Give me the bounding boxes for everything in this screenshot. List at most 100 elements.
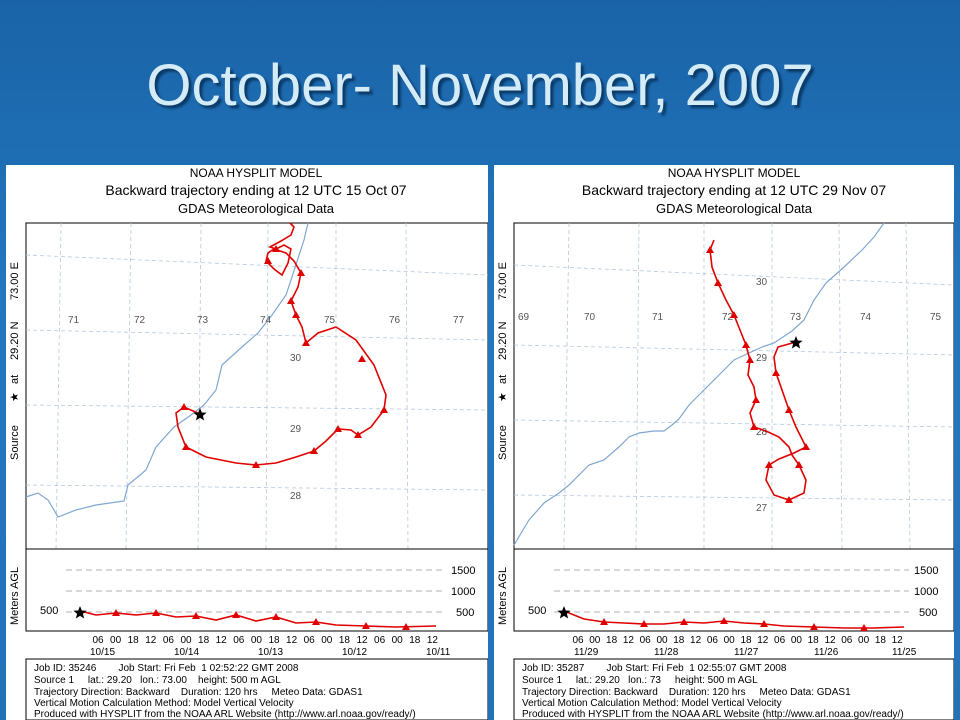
- triangle-icon: [182, 443, 190, 450]
- time-tick-label: 12: [286, 635, 298, 646]
- triangle-icon: [785, 496, 793, 503]
- triangle-icon: [730, 311, 738, 318]
- triangle-icon: [297, 269, 305, 276]
- triangle-icon: [785, 406, 793, 413]
- triangle-icon: [772, 369, 780, 376]
- height-tick-1500: 1500: [914, 565, 938, 577]
- height-markers: [600, 617, 868, 631]
- lon-label: 71: [68, 315, 80, 326]
- trajectory-figure-october: NOAA HYSPLIT MODEL Backward trajectory e…: [9, 166, 488, 720]
- time-tick-label: 18: [409, 635, 421, 646]
- model-title: NOAA HYSPLIT MODEL: [190, 166, 323, 180]
- date-label: 10/11: [426, 647, 451, 658]
- source-side-label: Source ★ at 29.20 N 73.00 E: [497, 262, 509, 460]
- footer-line: Vertical Motion Calculation Method: Mode…: [522, 698, 782, 709]
- height-tick-1500: 1500: [451, 565, 475, 577]
- triangle-icon: [720, 617, 728, 624]
- time-tick-label: 18: [198, 635, 210, 646]
- time-tick-label: 12: [892, 635, 904, 646]
- trajectory-panel-november: NOAA HYSPLIT MODEL Backward trajectory e…: [494, 165, 954, 720]
- time-tick-label: 12: [623, 635, 635, 646]
- height-gridlines: [66, 569, 446, 613]
- lon-label: 74: [260, 315, 272, 326]
- longitude-labels: 69 70 71 72 73 74 75: [518, 312, 942, 323]
- lon-label: 73: [197, 315, 209, 326]
- triangle-icon: [752, 396, 760, 403]
- time-tick-label: 12: [427, 635, 439, 646]
- time-tick-label: 12: [216, 635, 228, 646]
- footer-line: Produced with HYSPLIT from the NOAA ARL …: [522, 709, 904, 720]
- triangle-icon: [706, 246, 714, 253]
- trajectory-path: [709, 239, 808, 501]
- trajectory-subtitle: Backward trajectory ending at 12 UTC 29 …: [582, 182, 886, 198]
- triangle-icon: [354, 431, 362, 438]
- lat-label: 27: [756, 503, 768, 514]
- meters-agl-label: Meters AGL: [497, 567, 509, 625]
- lon-label: 76: [389, 315, 401, 326]
- latitude-labels: 30 29 28 27: [756, 277, 768, 514]
- date-label: 11/29: [574, 647, 599, 658]
- source-label: Source: [9, 425, 21, 460]
- footer-line: Trajectory Direction: Backward Duration:…: [522, 687, 851, 698]
- height-tick-500: 500: [456, 607, 474, 619]
- triangle-icon: [180, 403, 188, 410]
- lon-label: 69: [518, 312, 530, 323]
- triangle-icon: [302, 339, 310, 346]
- time-tick-label: 00: [656, 635, 668, 646]
- date-label: 10/14: [174, 647, 199, 658]
- height-axis-label: Meters AGL: [497, 567, 509, 625]
- trajectory-subtitle: Backward trajectory ending at 12 UTC 15 …: [105, 182, 406, 198]
- height-tick-1000: 1000: [914, 586, 938, 598]
- country-boundary: [513, 222, 885, 546]
- trajectory-markers: [180, 245, 388, 468]
- triangle-icon: [112, 609, 120, 616]
- date-label: 11/28: [654, 647, 679, 658]
- time-tick-label: 12: [824, 635, 836, 646]
- date-labels: 11/29 11/28 11/27 11/26 11/25: [574, 647, 917, 658]
- time-tick-label: 06: [774, 635, 786, 646]
- triangle-icon: [312, 618, 320, 625]
- height-markers: [112, 609, 410, 630]
- triangle-icon: [742, 341, 750, 348]
- trajectory-path: [175, 222, 387, 466]
- country-boundary: [25, 222, 309, 518]
- time-tick-label: 06: [374, 635, 386, 646]
- star-icon: [193, 408, 207, 421]
- triangle-icon: [272, 245, 280, 252]
- time-tick-label: 00: [858, 635, 870, 646]
- date-label: 11/25: [892, 647, 917, 658]
- triangle-icon: [750, 423, 758, 430]
- source-side-label: Source ★ at 29.20 N 73.00 E: [9, 262, 21, 460]
- triangle-icon: [334, 425, 342, 432]
- time-tick-label: 00: [791, 635, 803, 646]
- height-tick-1000: 1000: [451, 586, 475, 598]
- longitude-labels: 71 72 73 74 75 76 77: [68, 315, 465, 326]
- lon-label: 75: [324, 315, 336, 326]
- lat-source-label: 29.20 N: [9, 321, 21, 360]
- lon-label: 72: [722, 312, 734, 323]
- lon-source-label: 73.00 E: [9, 262, 21, 300]
- lat-source-label: 29.20 N: [497, 321, 509, 360]
- time-tick-label: 00: [110, 635, 122, 646]
- latitude-labels: 30 29 28: [290, 353, 302, 502]
- time-tick-label: 00: [392, 635, 404, 646]
- lon-source-label: 73.00 E: [497, 262, 509, 300]
- trajectory-panel-october: NOAA HYSPLIT MODEL Backward trajectory e…: [6, 165, 488, 720]
- time-tick-label: 12: [690, 635, 702, 646]
- triangle-icon: [232, 611, 240, 618]
- time-tick-label: 12: [757, 635, 769, 646]
- time-ticks: 06 00 18 12 06 00 18 12 06 00 18 12 06 00 18 12 06 00 18 12: [92, 635, 438, 646]
- triangle-icon: [252, 461, 260, 468]
- triangle-icon: [272, 613, 280, 620]
- footer-line: Source 1 lat.: 29.20 lon.: 73 height: 50…: [522, 675, 758, 686]
- time-tick-label: 06: [233, 635, 245, 646]
- source-label: Source: [497, 425, 509, 460]
- height-plot-frame: [25, 548, 488, 632]
- trajectory-figure-november: NOAA HYSPLIT MODEL Backward trajectory e…: [497, 166, 954, 720]
- triangle-icon: [292, 311, 300, 318]
- time-tick-label: 12: [356, 635, 368, 646]
- date-label: 10/12: [342, 647, 367, 658]
- triangle-icon: [680, 618, 688, 625]
- time-tick-label: 06: [572, 635, 584, 646]
- lon-label: 73: [790, 312, 802, 323]
